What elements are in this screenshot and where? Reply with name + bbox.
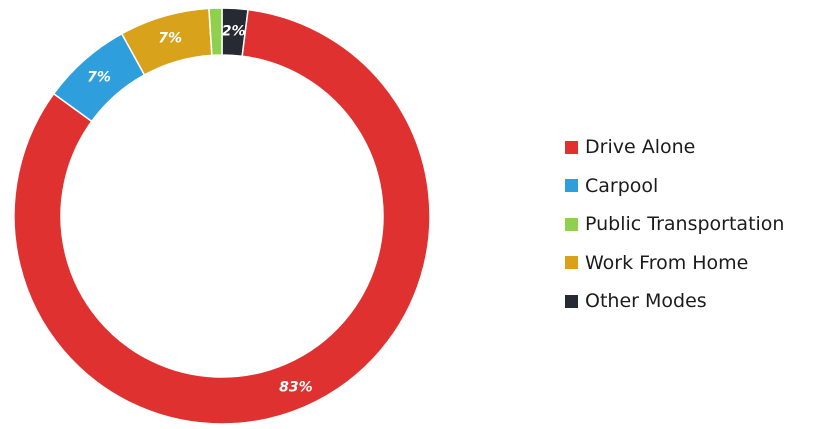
- legend-item-carpool: Carpool: [564, 167, 784, 206]
- legend-swatch-work-from-home: [564, 255, 579, 271]
- legend-swatch-other-modes: [564, 293, 579, 309]
- legend-label-other-modes: Other Modes: [585, 290, 707, 313]
- data-label-carpool: 7%: [87, 69, 111, 85]
- legend-label-public-transportation: Public Transportation: [585, 213, 785, 236]
- data-label-other-modes: 2%: [222, 23, 246, 39]
- data-label-drive-alone: 83%: [279, 380, 313, 396]
- donut-chart: 2% 83% 7% 7%: [13, 7, 431, 425]
- legend-item-public-transportation: Public Transportation: [564, 205, 784, 244]
- legend-label-carpool: Carpool: [585, 174, 659, 197]
- slice-drive-alone: [13, 8, 431, 425]
- legend-item-other-modes: Other Modes: [564, 282, 784, 321]
- data-label-work-from-home: 7%: [158, 30, 182, 46]
- legend-label-drive-alone: Drive Alone: [585, 136, 696, 159]
- legend-swatch-public-transportation: [564, 216, 579, 232]
- legend-label-work-from-home: Work From Home: [585, 251, 749, 274]
- legend-swatch-carpool: [564, 178, 579, 194]
- slice-public-transportation: [208, 7, 223, 57]
- legend-item-drive-alone: Drive Alone: [564, 128, 784, 167]
- legend-item-work-from-home: Work From Home: [564, 244, 784, 283]
- legend-swatch-drive-alone: [564, 139, 579, 155]
- chart-legend: Drive Alone Carpool Public Transportation W…: [564, 128, 784, 321]
